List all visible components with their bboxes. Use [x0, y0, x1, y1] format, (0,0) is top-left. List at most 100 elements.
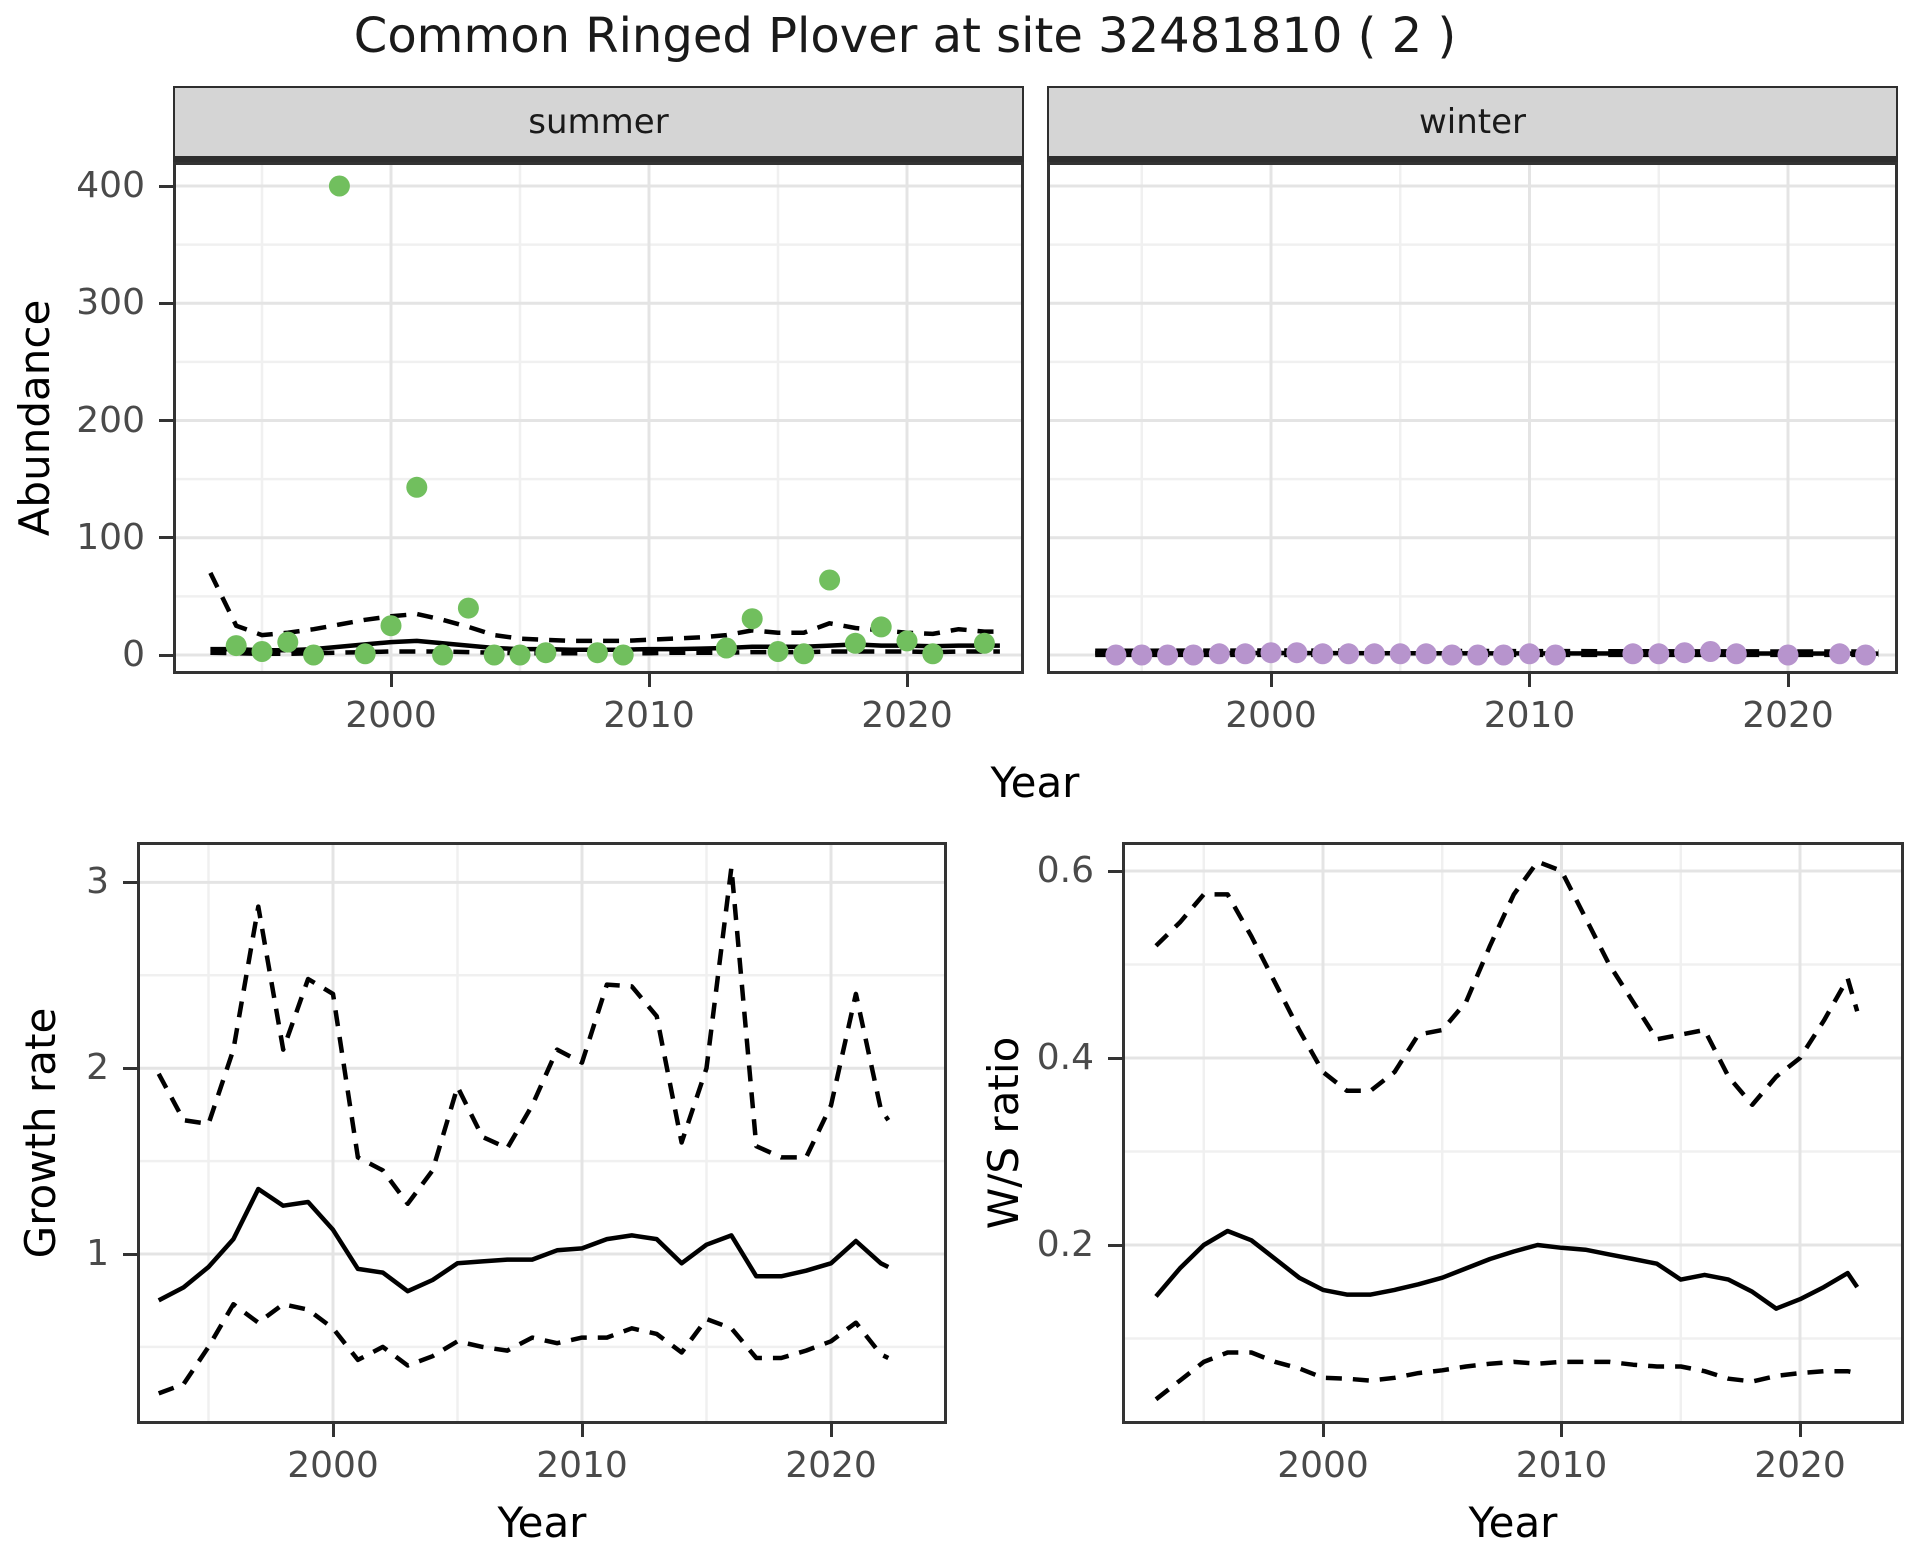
x-tick-mark: [331, 1424, 335, 1437]
y-tick-label: 3: [86, 861, 109, 903]
data-point: [483, 644, 505, 666]
data-point: [1131, 644, 1153, 666]
x-tick-label: 2000: [345, 695, 437, 736]
data-point: [1855, 644, 1877, 666]
panel-border: [173, 162, 1024, 674]
fit-lower-ci-line: [1154, 1350, 1858, 1402]
panel-background: [1122, 842, 1904, 1424]
fit-mean-line: [210, 638, 1000, 653]
x-tick-label: 2000: [287, 1445, 379, 1486]
data-point: [225, 635, 247, 657]
growth-rate-panel: [137, 842, 947, 1424]
data-point: [1286, 642, 1308, 664]
data-point: [1622, 643, 1644, 665]
data-point: [509, 644, 531, 666]
data-point: [1234, 643, 1256, 665]
data-point: [922, 643, 944, 665]
data-point: [1493, 644, 1515, 666]
panel-border: [1047, 162, 1898, 674]
x-tick-label: 2020: [785, 1445, 877, 1486]
y-tick-label: 0.2: [1036, 1224, 1094, 1265]
data-point: [715, 637, 737, 659]
y-tick-label: 200: [76, 399, 145, 441]
data-point: [432, 644, 454, 666]
x-tick-label: 2010: [603, 695, 695, 736]
data-point: [870, 616, 892, 638]
data-point: [535, 642, 557, 664]
panel-background: [137, 842, 947, 1424]
data-point: [1157, 644, 1179, 666]
x-tick-mark: [1269, 674, 1273, 687]
y-tick-label: 300: [76, 282, 145, 324]
data-point: [251, 641, 273, 662]
data-point: [896, 630, 918, 652]
y-tick-label: 0: [122, 634, 145, 675]
y-tick-label: 2: [86, 1047, 109, 1089]
data-point: [741, 608, 763, 630]
panel-background: [173, 162, 1024, 674]
panel-border: [1122, 842, 1904, 1424]
y-tick-mark: [159, 653, 173, 657]
x-tick-mark: [580, 1424, 584, 1437]
panel-border: [137, 842, 947, 1424]
data-point: [1519, 643, 1540, 665]
data-point: [303, 644, 325, 666]
y-tick-label: 0.4: [1036, 1037, 1094, 1078]
data-point: [1648, 643, 1670, 665]
data-point: [1260, 642, 1282, 664]
data-point: [586, 642, 608, 664]
x-axis-title-year-ws: Year: [1468, 1498, 1558, 1547]
y-tick-mark: [159, 419, 173, 422]
fit-upper-ci-line: [1154, 859, 1860, 1108]
fit-mean-line: [157, 1186, 890, 1303]
facet-strip-summer-label: summer: [528, 102, 669, 142]
abundance-summer-panel: [173, 162, 1024, 674]
x-tick-mark: [1786, 674, 1790, 687]
x-tick-label: 2000: [1225, 695, 1317, 736]
facet-strip-winter-label: winter: [1418, 102, 1527, 142]
data-point: [1777, 644, 1799, 666]
data-point: [406, 476, 428, 498]
y-tick-mark: [123, 1252, 137, 1256]
data-point: [1105, 644, 1127, 666]
y-axis-title-growth-rate: Growth rate: [16, 1007, 65, 1259]
fit-mean-line: [1154, 1228, 1860, 1311]
y-tick-label: 400: [76, 165, 145, 206]
x-tick-mark: [905, 674, 909, 687]
y-tick-label: 1: [86, 1233, 109, 1274]
data-point: [1338, 643, 1360, 665]
data-point: [819, 569, 841, 591]
data-point: [1389, 643, 1411, 665]
data-point: [1725, 643, 1747, 665]
facet-strip-summer: summer: [173, 86, 1024, 162]
x-tick-mark: [1798, 1424, 1802, 1437]
x-tick-label: 2000: [1277, 1445, 1369, 1486]
y-tick-mark: [1108, 1243, 1122, 1247]
x-axis-title-year-growth: Year: [497, 1498, 587, 1547]
data-point: [1312, 643, 1334, 665]
x-tick-mark: [1321, 1424, 1325, 1437]
data-point: [1208, 643, 1230, 665]
data-point: [457, 597, 479, 619]
data-point: [1415, 643, 1437, 665]
y-tick-mark: [159, 301, 173, 305]
x-axis-title-year-top: Year: [990, 758, 1080, 807]
y-tick-mark: [1108, 1056, 1122, 1060]
x-tick-label: 2020: [1742, 695, 1834, 736]
data-point: [1829, 643, 1851, 665]
x-tick-mark: [1560, 1424, 1563, 1437]
data-point: [612, 644, 634, 666]
x-tick-mark: [647, 674, 651, 687]
facet-strip-winter: winter: [1047, 86, 1898, 162]
x-tick-label: 2010: [536, 1445, 628, 1486]
y-tick-label: 100: [76, 516, 145, 558]
data-point: [354, 643, 376, 665]
data-point: [1182, 644, 1204, 666]
x-tick-label: 2010: [1515, 1445, 1608, 1486]
data-point: [793, 643, 815, 665]
fit-upper-ci-line: [156, 865, 891, 1207]
data-point: [1544, 644, 1566, 666]
y-tick-mark: [159, 184, 173, 188]
x-tick-label: 2020: [1754, 1445, 1846, 1486]
